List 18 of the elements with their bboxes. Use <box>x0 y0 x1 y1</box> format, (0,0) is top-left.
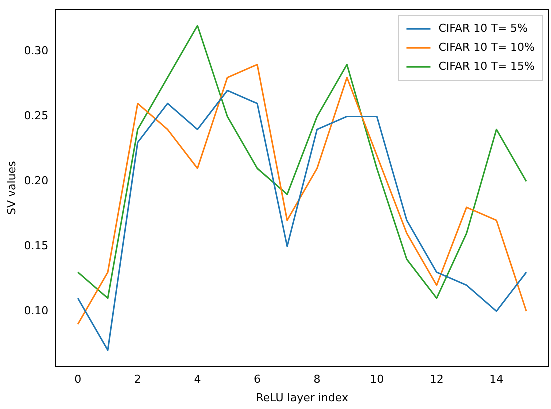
x-tick-label: 6 <box>254 373 261 386</box>
x-tick-label: 0 <box>74 373 82 386</box>
y-tick-label: 0.25 <box>24 110 49 123</box>
x-tick-label: 12 <box>430 373 444 386</box>
x-axis-title: ReLU layer index <box>256 391 349 404</box>
x-tick-label: 2 <box>134 373 142 386</box>
y-tick-label: 0.20 <box>24 174 49 188</box>
x-tick-label: 4 <box>194 373 202 386</box>
legend-label: CIFAR 10 T= 10% <box>438 40 536 54</box>
x-tick-label: 8 <box>314 373 321 386</box>
legend-label: CIFAR 10 T= 15% <box>438 60 536 73</box>
y-tick-label: 0.10 <box>24 304 49 318</box>
x-tick-label: 14 <box>490 373 504 386</box>
legend-label: CIFAR 10 T= 5% <box>438 22 528 35</box>
y-axis-title: SV values <box>5 160 18 215</box>
y-tick-label: 0.15 <box>24 239 49 252</box>
y-tick-label: 0.30 <box>24 44 49 58</box>
x-tick-label: 10 <box>370 373 384 386</box>
